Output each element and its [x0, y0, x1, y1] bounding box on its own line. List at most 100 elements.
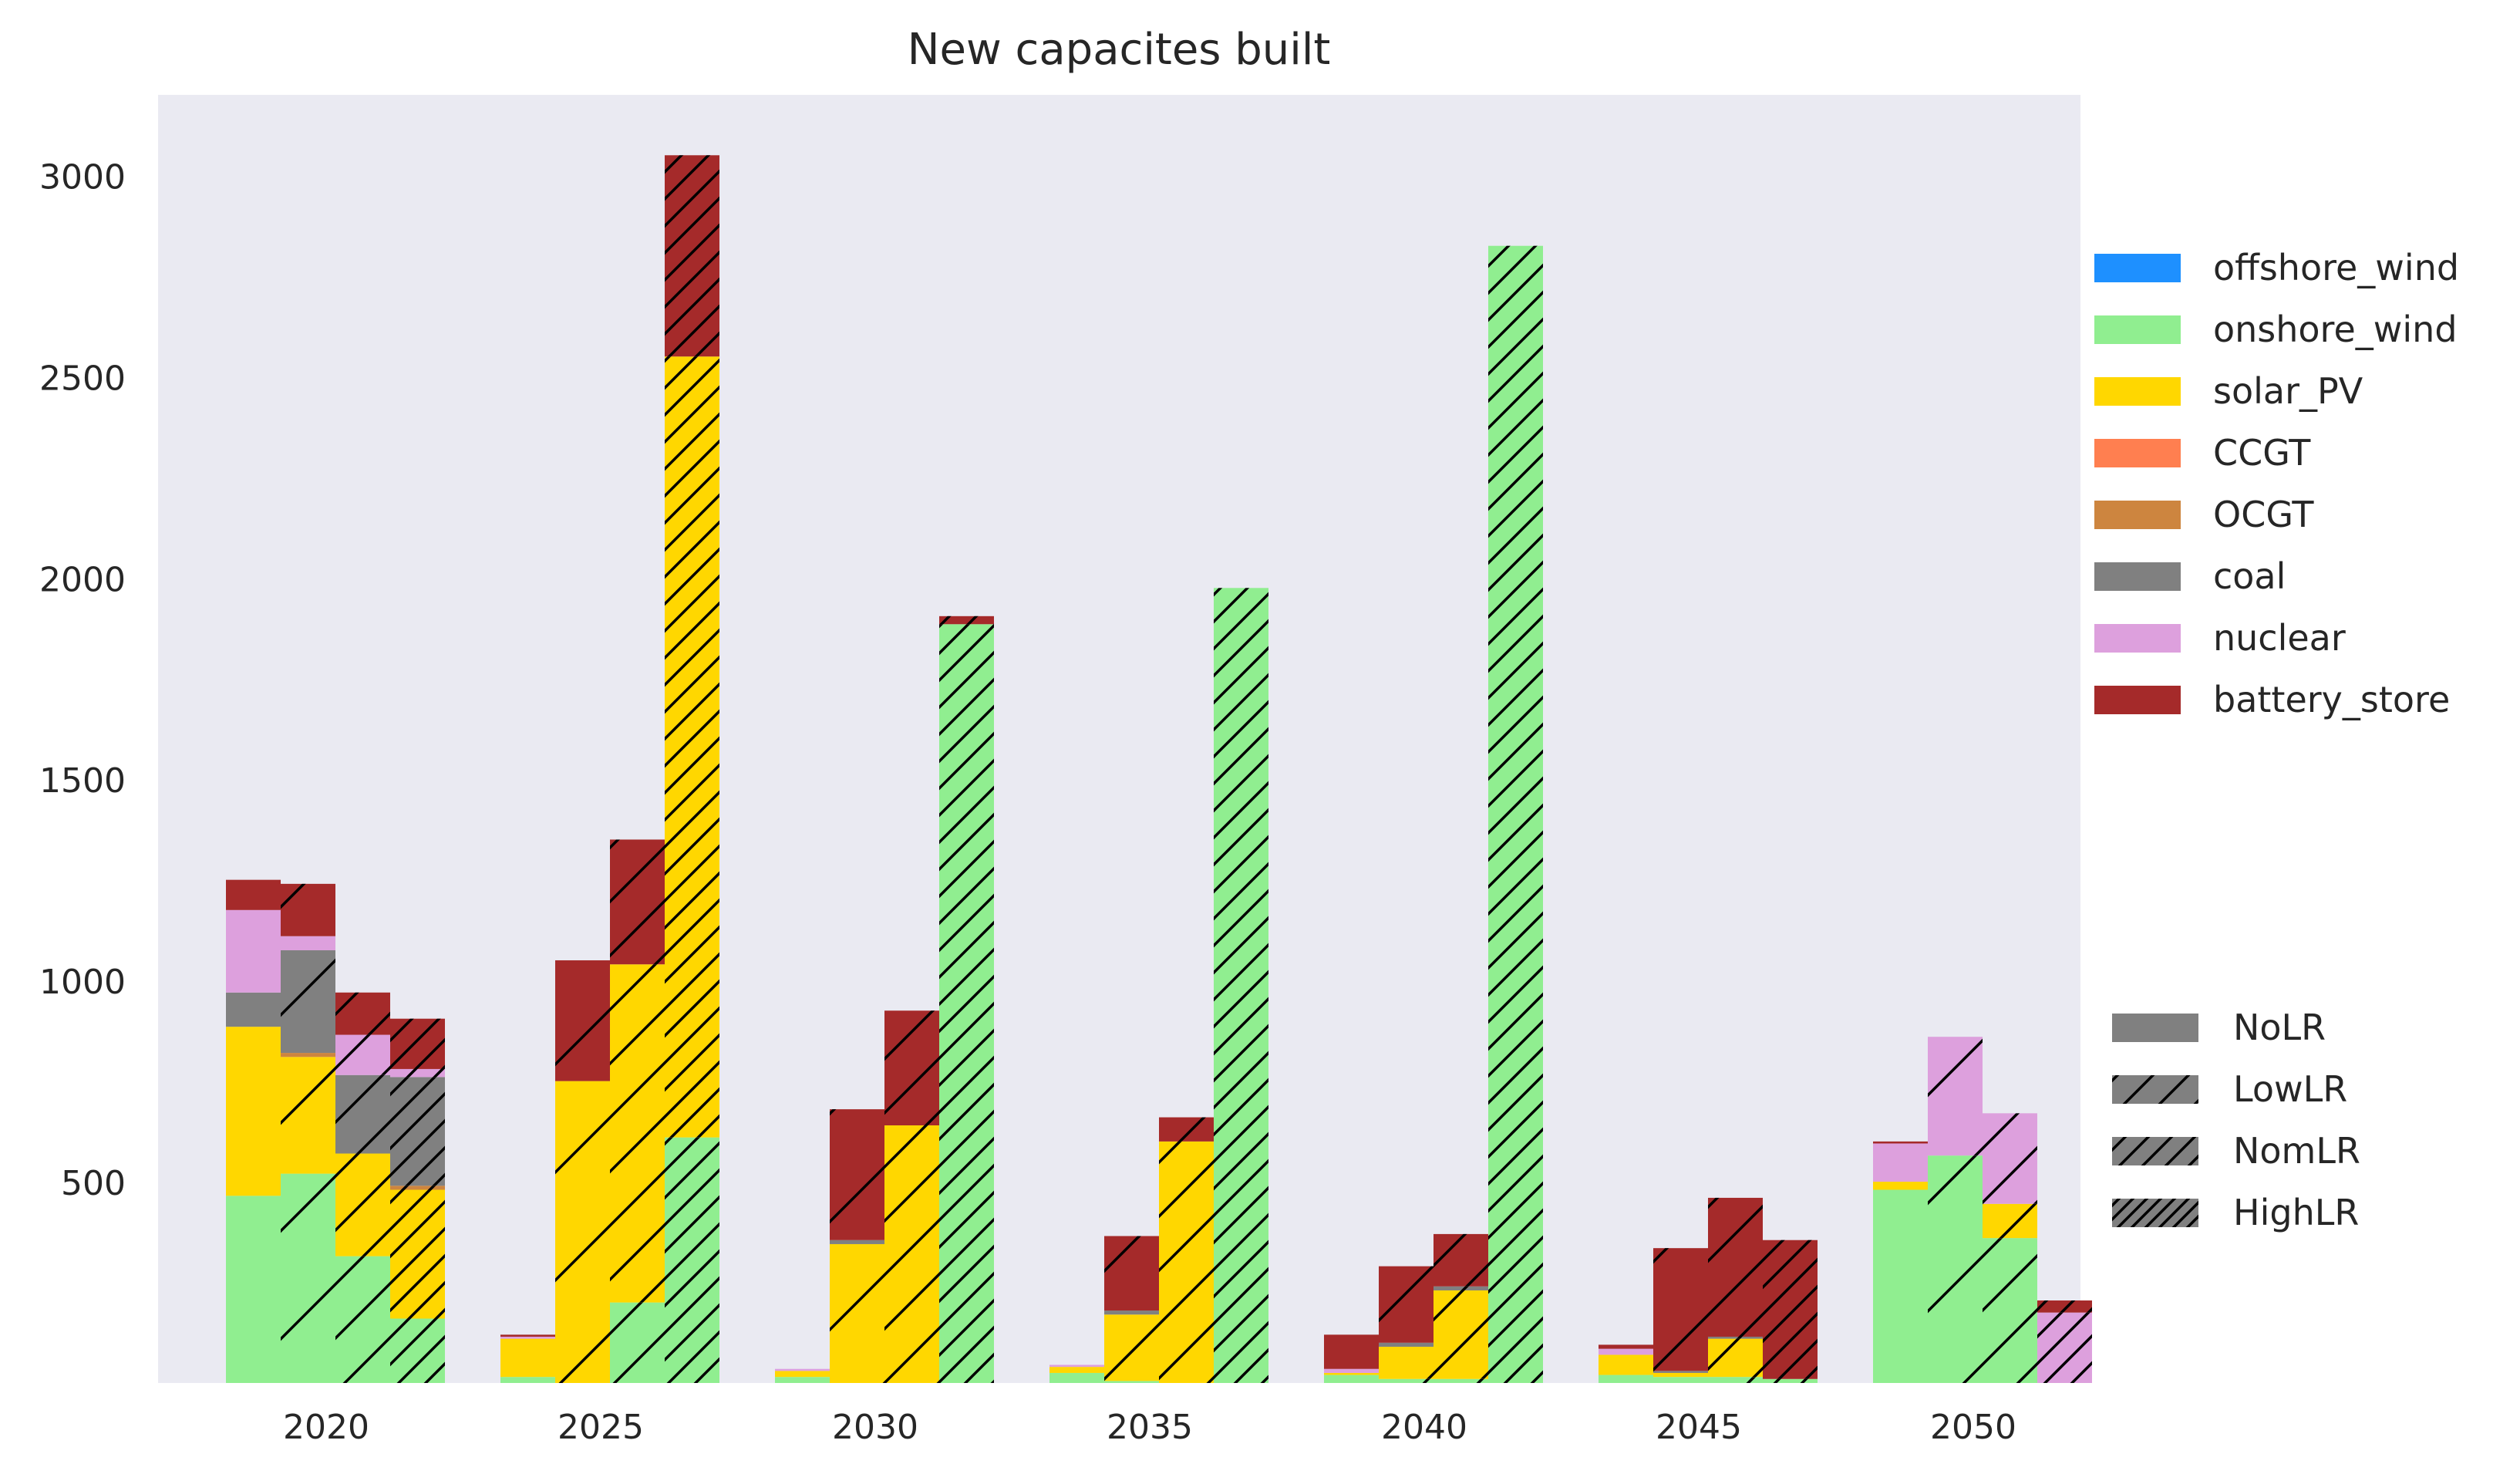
bar-hatch-2025-nomlr-battery-store	[610, 839, 665, 965]
bar-2025-nolr-solar-pv	[500, 1338, 555, 1378]
bar-2030-nolr-nuclear	[775, 1368, 830, 1371]
bar-hatch-2045-lowlr-solar-pv	[1653, 1372, 1708, 1378]
plot-background	[158, 95, 2080, 1383]
bar-hatch-2025-lowlr-solar-pv	[555, 1081, 610, 1383]
bar-hatch-2030-lowlr-coal	[830, 1240, 884, 1244]
legend-hatch-nomlr	[2112, 1137, 2198, 1165]
bar-2045-nolr-solar-pv	[1599, 1354, 1653, 1375]
bar-2025-nolr-onshore-wind	[500, 1377, 555, 1383]
bar-hatch-2020-lowlr-nuclear	[281, 936, 335, 950]
legend-label-offshore-wind: offshore_wind	[2213, 247, 2459, 288]
bar-hatch-2035-nomlr-battery-store	[1159, 1117, 1214, 1142]
bar-hatch-2050-nomlr-solar-pv	[1983, 1203, 2037, 1239]
bars-group	[226, 155, 2092, 1383]
bar-hatch-2030-lowlr-solar-pv	[830, 1243, 884, 1383]
legend-label-nuclear: nuclear	[2213, 617, 2346, 659]
bar-hatch-2045-nomlr-onshore-wind	[1708, 1377, 1763, 1383]
bar-2035-nolr-solar-pv	[1049, 1367, 1104, 1373]
bar-hatch-2020-lowlr-ocgt	[281, 1053, 335, 1057]
bar-hatch-2030-nomlr-solar-pv	[884, 1125, 939, 1383]
y-tick-label-1000: 1000	[39, 963, 126, 1002]
bar-hatch-2040-nomlr-battery-store	[1434, 1233, 1488, 1287]
bar-hatch-2035-lowlr-onshore-wind	[1104, 1381, 1159, 1383]
x-tick-label-2040: 2040	[1381, 1408, 1467, 1447]
y-tick-label-500: 500	[61, 1164, 126, 1203]
x-tick-label-2035: 2035	[1107, 1408, 1193, 1447]
bar-2035-nolr-nuclear	[1049, 1364, 1104, 1368]
bar-2030-nolr-onshore-wind	[775, 1377, 830, 1383]
bar-hatch-2030-lowlr-battery-store	[830, 1109, 884, 1240]
bar-hatch-2045-nomlr-battery-store	[1708, 1197, 1763, 1337]
bar-hatch-2045-lowlr-battery-store	[1653, 1248, 1708, 1371]
legend-swatch-battery-store	[2094, 686, 2181, 714]
bar-hatch-2045-lowlr-onshore-wind	[1653, 1377, 1708, 1383]
bar-hatch-2040-nomlr-coal	[1434, 1286, 1488, 1290]
x-tick-label-2025: 2025	[558, 1408, 644, 1447]
bar-2050-nolr-onshore-wind	[1873, 1189, 1928, 1383]
bar-hatch-2035-nomlr-solar-pv	[1159, 1141, 1214, 1383]
legend-label-nomlr: NomLR	[2233, 1130, 2360, 1172]
bar-2050-nolr-solar-pv	[1873, 1182, 1928, 1190]
legend-label-ccgt: CCGT	[2213, 432, 2311, 474]
bar-hatch-2040-lowlr-coal	[1379, 1342, 1434, 1348]
bar-2050-nolr-battery-store	[1873, 1141, 1928, 1144]
y-tick-label-2500: 2500	[39, 359, 126, 398]
bar-hatch-2025-highlr-battery-store	[665, 155, 719, 357]
bar-2050-nolr-nuclear	[1873, 1143, 1928, 1182]
bar-2025-nolr-battery-store	[500, 1334, 555, 1337]
legend-swatch-ccgt	[2094, 439, 2181, 467]
bar-hatch-2030-nomlr-battery-store	[884, 1010, 939, 1125]
bar-hatch-2045-nomlr-solar-pv	[1708, 1338, 1763, 1378]
bar-hatch-2020-nomlr-onshore-wind	[335, 1256, 390, 1383]
legend-label-solar-pv: solar_PV	[2213, 370, 2363, 412]
bar-hatch-2050-nomlr-onshore-wind	[1983, 1238, 2037, 1383]
bar-hatch-2020-nomlr-nuclear	[335, 1034, 390, 1075]
bar-hatch-2045-highlr-onshore-wind	[1763, 1378, 1818, 1383]
x-tick-label-2050: 2050	[1930, 1408, 2016, 1447]
legend-label-highlr: HighLR	[2233, 1192, 2359, 1233]
bar-2020-nolr-coal	[226, 992, 281, 1027]
bar-hatch-2020-nomlr-coal	[335, 1074, 390, 1154]
bar-2040-nolr-onshore-wind	[1324, 1374, 1379, 1383]
bar-hatch-2020-highlr-solar-pv	[390, 1189, 445, 1319]
bar-hatch-2025-nomlr-onshore-wind	[610, 1302, 665, 1383]
bar-hatch-2035-highlr-onshore-wind	[1214, 588, 1268, 1383]
bar-hatch-2020-lowlr-coal	[281, 949, 335, 1054]
y-tick-label-3000: 3000	[39, 157, 126, 197]
bar-2040-nolr-battery-store	[1324, 1334, 1379, 1369]
bar-2045-nolr-nuclear	[1599, 1348, 1653, 1355]
bar-hatch-2045-nomlr-coal	[1708, 1336, 1763, 1339]
bar-hatch-2020-highlr-coal	[390, 1077, 445, 1186]
bar-hatch-2040-nomlr-solar-pv	[1434, 1290, 1488, 1379]
bar-hatch-2030-highlr-onshore-wind	[939, 624, 994, 1383]
bar-2020-nolr-battery-store	[226, 879, 281, 910]
bar-2040-nolr-solar-pv	[1324, 1372, 1379, 1375]
bar-hatch-2045-lowlr-coal	[1653, 1371, 1708, 1373]
y-tick-label-2000: 2000	[39, 560, 126, 599]
x-tick-label-2030: 2030	[832, 1408, 918, 1447]
bar-hatch-2020-highlr-nuclear	[390, 1068, 445, 1078]
legend-swatch-solar-pv	[2094, 377, 2181, 406]
y-tick-label-1500: 1500	[39, 761, 126, 801]
legend-scenarios: NoLR LowLR NomLR HighLR	[2112, 1007, 2360, 1233]
legend-hatch-highlr	[2112, 1199, 2198, 1227]
bar-hatch-2020-highlr-battery-store	[390, 1018, 445, 1069]
bar-hatch-2035-lowlr-battery-store	[1104, 1236, 1159, 1311]
bar-2020-nolr-solar-pv	[226, 1027, 281, 1196]
legend-label-onshore-wind: onshore_wind	[2213, 309, 2458, 350]
legend-swatch-onshore-wind	[2094, 315, 2181, 344]
bar-2020-nolr-onshore-wind	[226, 1196, 281, 1383]
legend-label-lowlr: LowLR	[2233, 1068, 2347, 1110]
legend-label-ocgt: OCGT	[2213, 494, 2314, 535]
legend-label-nolr: NoLR	[2233, 1007, 2326, 1048]
bar-hatch-2020-lowlr-solar-pv	[281, 1057, 335, 1174]
legend-label-battery-store: battery_store	[2213, 679, 2450, 720]
x-tick-label-2045: 2045	[1656, 1408, 1742, 1447]
legend-swatch-offshore-wind	[2094, 254, 2181, 282]
legend-swatch-nolr	[2112, 1014, 2198, 1042]
bar-hatch-2040-lowlr-solar-pv	[1379, 1347, 1434, 1379]
bar-hatch-2020-nomlr-battery-store	[335, 992, 390, 1035]
bar-hatch-2035-lowlr-coal	[1104, 1310, 1159, 1315]
bar-2020-nolr-nuclear	[226, 909, 281, 993]
